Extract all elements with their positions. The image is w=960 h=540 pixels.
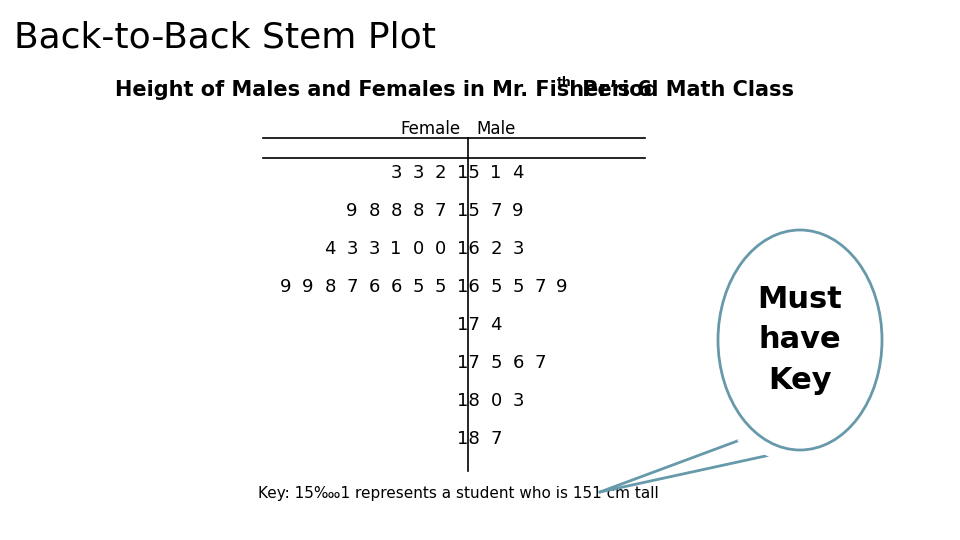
Text: 16: 16 <box>457 240 479 258</box>
Text: 6: 6 <box>391 278 401 296</box>
Ellipse shape <box>718 230 882 450</box>
Text: 1: 1 <box>391 240 401 258</box>
Text: Period Math Class: Period Math Class <box>575 80 794 100</box>
Text: 18: 18 <box>457 430 479 448</box>
Text: 3: 3 <box>513 392 524 410</box>
Text: 5: 5 <box>491 354 502 372</box>
Text: 17: 17 <box>457 316 479 334</box>
Text: 8: 8 <box>412 202 423 220</box>
Text: 15: 15 <box>457 202 479 220</box>
Text: Back-to-Back Stem Plot: Back-to-Back Stem Plot <box>14 20 436 54</box>
Text: 17: 17 <box>457 354 479 372</box>
Text: 0: 0 <box>491 392 502 410</box>
Text: Male: Male <box>476 120 516 138</box>
Text: 9: 9 <box>280 278 292 296</box>
Text: 7: 7 <box>535 278 545 296</box>
Text: 3: 3 <box>412 164 423 182</box>
Text: 4: 4 <box>491 316 502 334</box>
Text: 3: 3 <box>391 164 401 182</box>
Text: 8: 8 <box>369 202 380 220</box>
Text: 6: 6 <box>369 278 380 296</box>
Text: 5: 5 <box>513 278 524 296</box>
Text: 7: 7 <box>535 354 545 372</box>
Text: Must
have
Key: Must have Key <box>757 285 843 395</box>
Text: 0: 0 <box>434 240 445 258</box>
Text: 9: 9 <box>347 202 358 220</box>
Text: 9: 9 <box>513 202 524 220</box>
Text: 6: 6 <box>513 354 524 372</box>
Text: 7: 7 <box>347 278 358 296</box>
Text: 1: 1 <box>491 164 502 182</box>
Text: 15: 15 <box>457 164 479 182</box>
Text: 9: 9 <box>302 278 314 296</box>
Text: 3: 3 <box>513 240 524 258</box>
Text: 9: 9 <box>556 278 567 296</box>
Text: Female: Female <box>400 120 460 138</box>
Text: 8: 8 <box>391 202 401 220</box>
Text: 4: 4 <box>324 240 336 258</box>
Text: 5: 5 <box>491 278 502 296</box>
Text: 7: 7 <box>434 202 445 220</box>
Text: 18: 18 <box>457 392 479 410</box>
Text: 16: 16 <box>457 278 479 296</box>
Text: Height of Males and Females in Mr. Fisher’s 6: Height of Males and Females in Mr. Fishe… <box>115 80 652 100</box>
Text: 2: 2 <box>434 164 445 182</box>
Text: 2: 2 <box>491 240 502 258</box>
Text: 0: 0 <box>413 240 423 258</box>
Text: 5: 5 <box>434 278 445 296</box>
Text: th: th <box>557 76 572 89</box>
Text: 5: 5 <box>412 278 423 296</box>
Text: 3: 3 <box>347 240 358 258</box>
Text: 7: 7 <box>491 202 502 220</box>
Text: 7: 7 <box>491 430 502 448</box>
Text: Key: 15‱1 represents a student who is 151 cm tall: Key: 15‱1 represents a student who is 15… <box>258 486 659 501</box>
Text: 8: 8 <box>324 278 336 296</box>
Text: 3: 3 <box>369 240 380 258</box>
Text: 4: 4 <box>513 164 524 182</box>
